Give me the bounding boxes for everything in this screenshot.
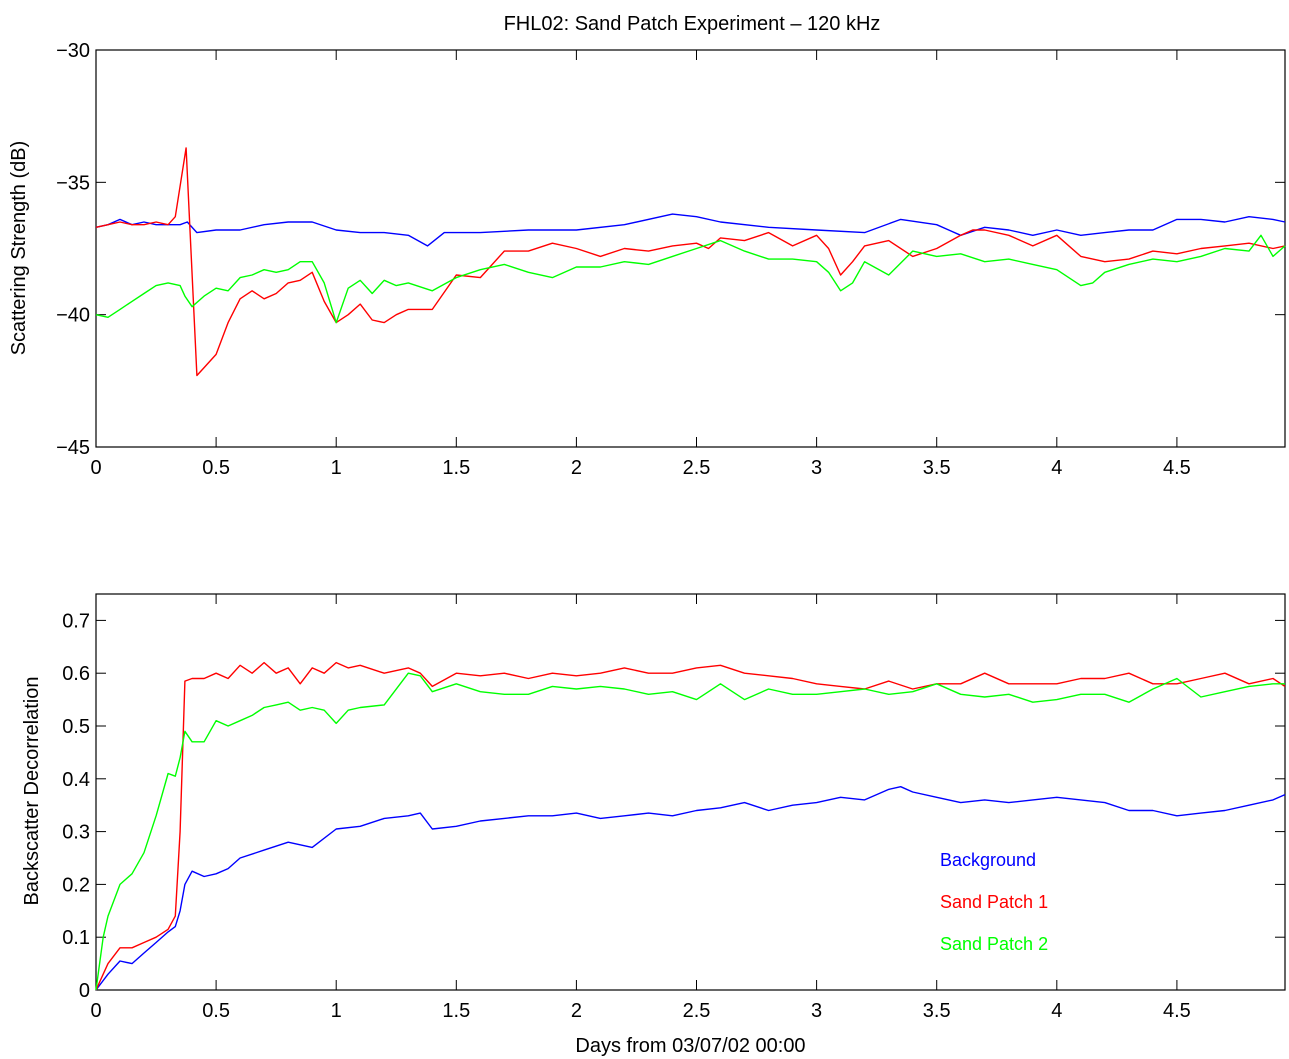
x-tick-label: 4.5 bbox=[1163, 457, 1191, 479]
y-axis-label: Backscatter Decorrelation bbox=[21, 677, 43, 906]
figure-title: FHL02: Sand Patch Experiment – 120 kHz bbox=[504, 13, 881, 35]
y-tick-label: 0.6 bbox=[62, 663, 90, 685]
series-line-2 bbox=[95, 661, 1286, 991]
x-tick-label: 0 bbox=[90, 457, 101, 479]
y-tick-label: −35 bbox=[56, 172, 90, 194]
x-tick-label: 3 bbox=[811, 457, 822, 479]
axes-box bbox=[95, 593, 1286, 991]
x-tick-label: 4.5 bbox=[1163, 1000, 1191, 1022]
y-tick-label: −30 bbox=[56, 40, 90, 62]
x-tick-label: 3.5 bbox=[923, 1000, 951, 1022]
legend-label: Background bbox=[940, 850, 1036, 870]
y-tick-label: 0.2 bbox=[62, 874, 90, 896]
x-tick-label: 0 bbox=[90, 1000, 101, 1022]
y-tick-label: 0.3 bbox=[62, 822, 90, 844]
x-tick-label: 2 bbox=[571, 1000, 582, 1022]
x-tick-label: 2 bbox=[571, 457, 582, 479]
y-tick-label: −45 bbox=[56, 437, 90, 459]
y-tick-label: 0.1 bbox=[62, 927, 90, 949]
x-tick-label: 1 bbox=[331, 1000, 342, 1022]
legend-label: Sand Patch 2 bbox=[940, 934, 1048, 954]
x-tick-label: 0.5 bbox=[202, 1000, 230, 1022]
series-line-1 bbox=[95, 213, 1286, 247]
x-tick-label: 3.5 bbox=[923, 457, 951, 479]
y-tick-label: 0.5 bbox=[62, 716, 90, 738]
x-tick-label: 1.5 bbox=[442, 457, 470, 479]
y-axis-label: Scattering Strength (dB) bbox=[8, 141, 30, 356]
axes-box bbox=[95, 49, 1286, 448]
series-line-3 bbox=[95, 672, 1285, 991]
x-tick-label: 2.5 bbox=[683, 1000, 711, 1022]
y-tick-label: 0.7 bbox=[62, 610, 90, 632]
x-tick-label: 0.5 bbox=[202, 457, 230, 479]
x-tick-label: 2.5 bbox=[683, 457, 711, 479]
x-tick-label: 3 bbox=[811, 1000, 822, 1022]
x-tick-label: 4 bbox=[1051, 457, 1062, 479]
series-line-3 bbox=[95, 234, 1286, 324]
y-tick-label: −40 bbox=[56, 305, 90, 327]
y-tick-label: 0.4 bbox=[62, 769, 90, 791]
series-line-1 bbox=[95, 786, 1286, 991]
x-tick-label: 1 bbox=[331, 457, 342, 479]
x-axis-label: Days from 03/07/02 00:00 bbox=[575, 1035, 805, 1057]
bottom-chart-backscatter-decorrelation: 0 0.5 1 1.5 2 2.5 3 3.5 4 4.5 0 0.1 0.2 0.3 0.4 0.5 0.6 0… bbox=[21, 593, 1286, 1057]
series-line-2 bbox=[95, 147, 1286, 377]
legend-label: Sand Patch 1 bbox=[940, 892, 1048, 912]
x-tick-label: 1.5 bbox=[442, 1000, 470, 1022]
top-chart-scattering-strength: 0 0.5 1 1.5 2 2.5 3 3.5 4 4.5 −45 −40 −35 −30 Scatteri… bbox=[8, 40, 1286, 479]
x-tick-label: 4 bbox=[1051, 1000, 1062, 1022]
y-tick-label: 0 bbox=[79, 980, 90, 1002]
